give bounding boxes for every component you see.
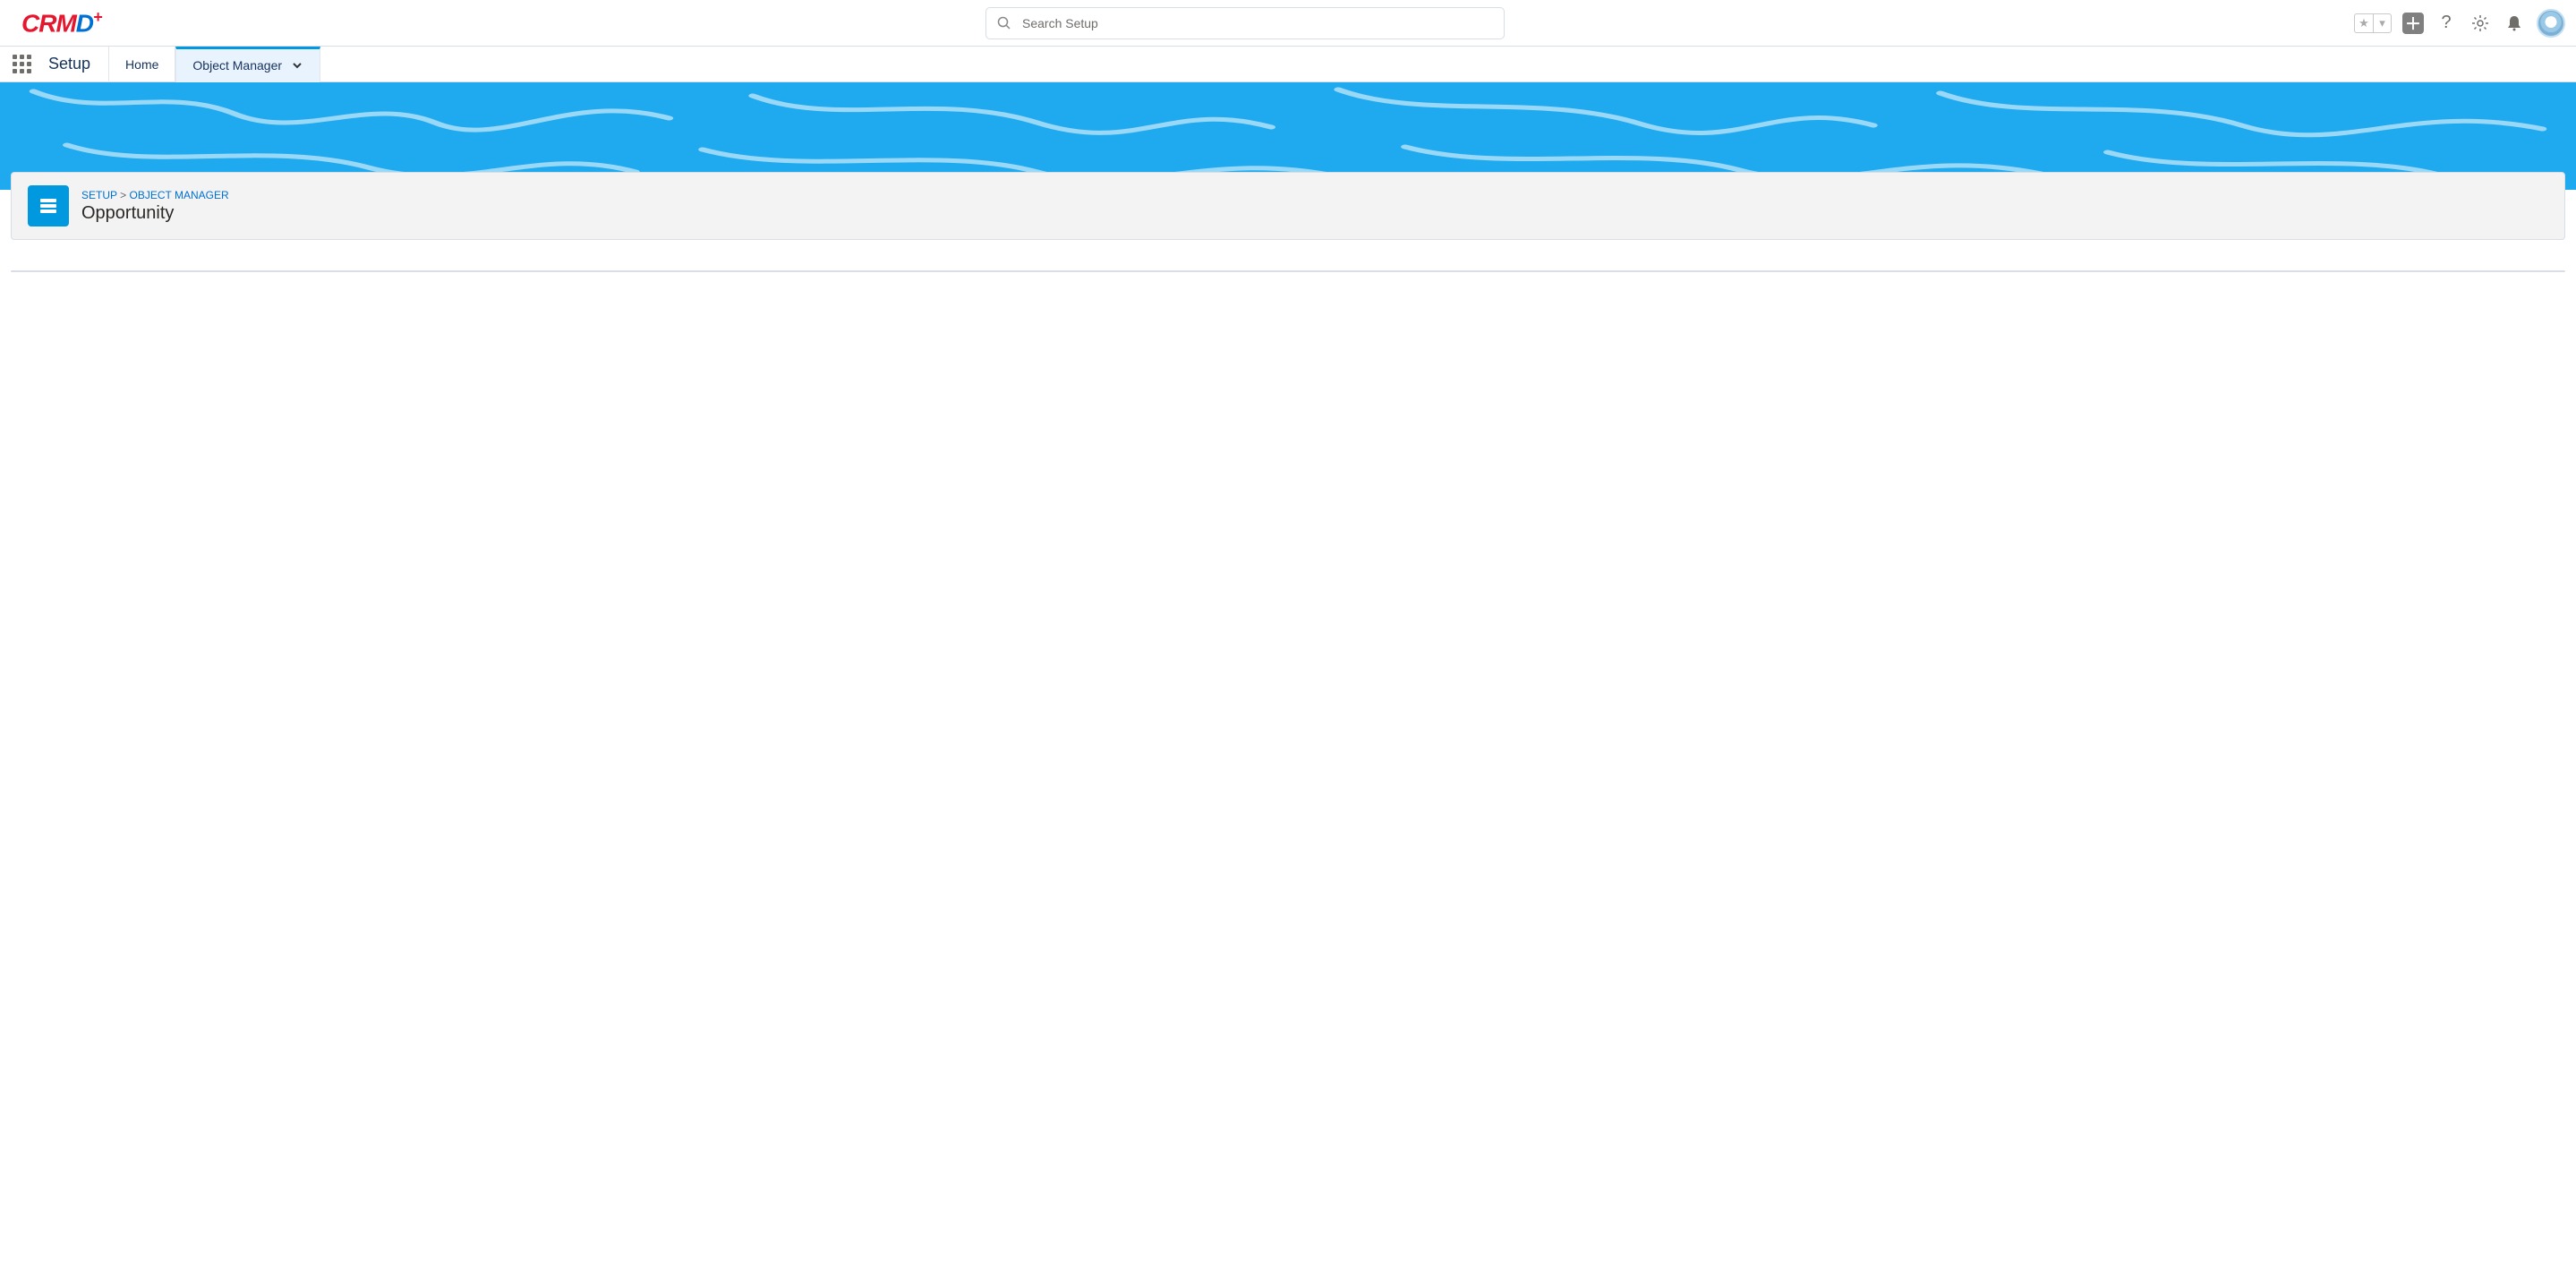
search-container: Search Setup <box>136 7 2354 39</box>
help-icon[interactable]: ? <box>2435 12 2458 35</box>
page-title: Opportunity <box>81 203 229 224</box>
breadcrumb: SETUP > OBJECT MANAGER <box>81 189 229 201</box>
context-bar: Setup Home Object Manager <box>0 47 2576 82</box>
tab-home[interactable]: Home <box>108 47 175 82</box>
tab-home-label: Home <box>125 57 158 72</box>
content-area: Help for this Page ? Opportunity Validat… <box>244 271 2564 272</box>
app-launcher-icon[interactable] <box>13 55 32 74</box>
chevron-down-icon: ▾ <box>2373 14 2391 32</box>
breadcrumb-setup[interactable]: SETUP <box>81 189 117 201</box>
page-header: SETUP > OBJECT MANAGER Opportunity <box>11 172 2565 240</box>
search-icon <box>997 16 1011 30</box>
bell-icon[interactable] <box>2503 12 2526 35</box>
header-actions: ★ ▾ ＋ ? <box>2354 9 2565 38</box>
favorites-button[interactable]: ★ ▾ <box>2354 13 2392 33</box>
logo: CRMD+ <box>11 8 136 38</box>
chevron-down-icon <box>291 59 303 72</box>
object-icon <box>28 185 69 226</box>
star-icon: ★ <box>2355 14 2373 32</box>
search-input[interactable]: Search Setup <box>985 7 1505 39</box>
breadcrumb-object-manager[interactable]: OBJECT MANAGER <box>130 189 229 201</box>
search-placeholder: Search Setup <box>1022 16 1098 30</box>
app-name: Setup <box>48 55 90 73</box>
tab-object-manager[interactable]: Object Manager <box>175 47 320 82</box>
add-button[interactable]: ＋ <box>2402 13 2424 34</box>
main-panel: Details Fields & Relationships Page Layo… <box>11 270 2565 272</box>
global-header: CRMD+ Search Setup ★ ▾ ＋ ? <box>0 0 2576 47</box>
avatar[interactable] <box>2537 9 2565 38</box>
breadcrumb-sep: > <box>120 189 126 201</box>
tab-object-manager-label: Object Manager <box>192 58 282 73</box>
gear-icon[interactable] <box>2469 12 2492 35</box>
